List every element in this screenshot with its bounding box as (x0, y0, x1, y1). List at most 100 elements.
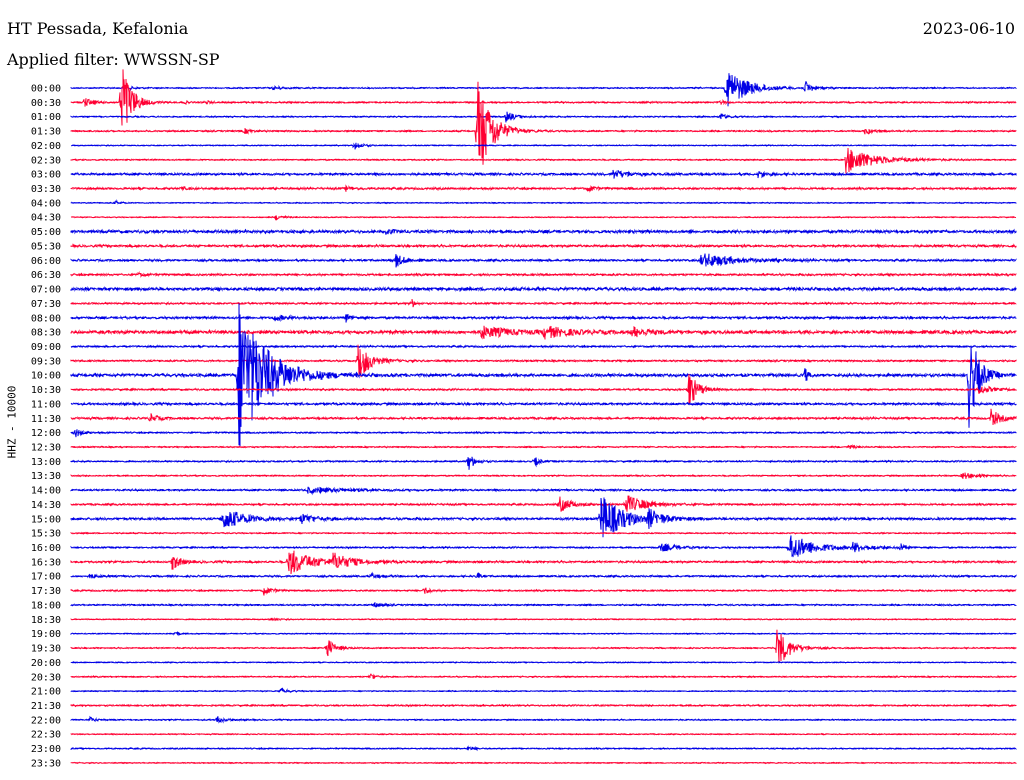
trace-line (70, 344, 1017, 349)
tick-label: 19:30 (31, 644, 61, 655)
trace-line (70, 69, 1017, 126)
trace-line (70, 571, 1017, 580)
trace-line (70, 495, 1017, 512)
tick-label: 16:30 (31, 557, 61, 568)
trace-line (70, 243, 1017, 249)
trace-line (70, 531, 1017, 535)
tick-label: 01:00 (31, 112, 61, 123)
trace-line (70, 550, 1017, 575)
trace-line (70, 373, 1017, 404)
tick-label: 08:30 (31, 328, 61, 339)
trace-line (70, 344, 1017, 378)
tick-label: 04:30 (31, 213, 61, 224)
tick-label: 13:00 (31, 457, 61, 468)
tick-label: 17:00 (31, 572, 61, 583)
trace-line (70, 199, 1017, 205)
tick-label: 22:30 (31, 730, 61, 741)
trace-line (70, 228, 1017, 235)
tick-label: 18:30 (31, 615, 61, 626)
tick-label: 05:00 (31, 227, 61, 238)
trace-line (70, 629, 1017, 663)
tick-label: 21:30 (31, 701, 61, 712)
tick-label: 20:30 (31, 672, 61, 683)
tick-label: 14:30 (31, 500, 61, 511)
tick-label: 06:00 (31, 256, 61, 267)
trace-line (70, 761, 1017, 765)
trace-line (70, 147, 1017, 174)
date-label: 2023-06-10 (922, 19, 1015, 38)
trace-line (70, 687, 1017, 694)
tick-label: 04:00 (31, 198, 61, 209)
trace-line (70, 703, 1017, 708)
tick-label: 18:00 (31, 600, 61, 611)
trace-line (70, 111, 1017, 123)
trace-line (70, 587, 1017, 596)
trace-line (70, 497, 1017, 538)
tick-label: 14:00 (31, 486, 61, 497)
tick-label: 20:00 (31, 658, 61, 669)
filter-label: Applied filter: WWSSN-SP (7, 50, 220, 69)
trace-line (70, 253, 1017, 268)
trace-line (70, 325, 1017, 340)
tick-label: 01:30 (31, 127, 61, 138)
tick-label: 12:30 (31, 443, 61, 454)
tick-label: 00:00 (31, 84, 61, 95)
tick-label: 10:30 (31, 385, 61, 396)
station-title: HT Pessada, Kefalonia (7, 19, 189, 38)
trace-line (70, 486, 1017, 496)
tick-label: 21:00 (31, 687, 61, 698)
trace-line (70, 602, 1017, 608)
tick-label: 07:00 (31, 285, 61, 296)
trace-line (70, 299, 1017, 308)
tick-label: 07:30 (31, 299, 61, 310)
trace-line (70, 660, 1017, 664)
trace-line (70, 142, 1017, 150)
tick-label: 15:30 (31, 529, 61, 540)
tick-label: 00:30 (31, 98, 61, 109)
trace-line (70, 535, 1017, 558)
tick-label: 19:00 (31, 629, 61, 640)
tick-label: 23:00 (31, 744, 61, 755)
tick-label: 08:00 (31, 313, 61, 324)
trace-line (70, 169, 1017, 179)
trace-line (70, 215, 1017, 221)
tick-label: 11:00 (31, 399, 61, 410)
tick-label: 03:00 (31, 170, 61, 181)
tick-label: 12:00 (31, 428, 61, 439)
trace-line (70, 285, 1017, 293)
trace-line (70, 270, 1017, 278)
trace-line (70, 617, 1017, 622)
tick-label: 02:30 (31, 155, 61, 166)
tick-label: 06:30 (31, 270, 61, 281)
trace-line (70, 673, 1017, 680)
trace-line (70, 408, 1017, 425)
tick-label: 10:00 (31, 371, 61, 382)
tick-label: 17:30 (31, 586, 61, 597)
trace-line (70, 429, 1017, 438)
tick-label: 09:00 (31, 342, 61, 353)
tick-label: 02:00 (31, 141, 61, 152)
tick-label: 23:30 (31, 758, 61, 769)
trace-line (70, 81, 1017, 165)
trace-line (70, 456, 1017, 470)
tick-label: 03:30 (31, 184, 61, 195)
trace-line (70, 303, 1017, 447)
trace-line (70, 443, 1017, 450)
tick-label: 11:30 (31, 414, 61, 425)
tick-label: 05:30 (31, 241, 61, 252)
tick-label: 16:00 (31, 543, 61, 554)
tick-label: 13:30 (31, 471, 61, 482)
tick-label: 09:30 (31, 356, 61, 367)
tick-label: 15:00 (31, 514, 61, 525)
trace-line (70, 715, 1017, 724)
trace-line (70, 732, 1017, 736)
trace-line (70, 314, 1017, 323)
trace-line (70, 630, 1017, 637)
tick-label: 22:00 (31, 715, 61, 726)
trace-line (70, 472, 1017, 479)
trace-line (70, 401, 1017, 407)
trace-line (70, 745, 1017, 752)
trace-line (70, 184, 1017, 193)
trace-line (70, 73, 1017, 107)
